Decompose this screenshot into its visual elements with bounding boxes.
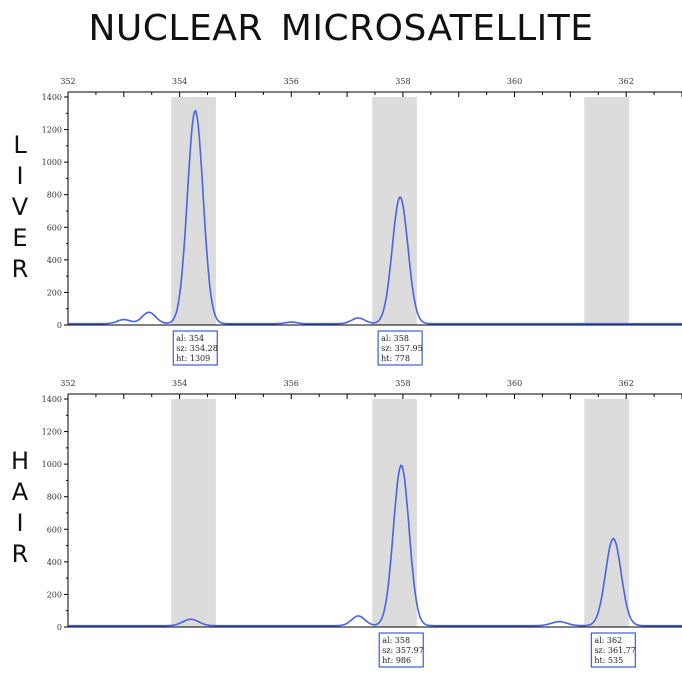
peak-label-text: al: 358	[382, 636, 410, 645]
y-tick-label: 400	[47, 558, 62, 567]
allele-bin	[171, 399, 216, 627]
y-tick-label: 800	[47, 493, 62, 502]
peak-label-text: ht: 986	[382, 656, 411, 665]
hair-panel: 352 354 356 358 360 362 0 200 400 600 800 1000 1200 1…	[42, 379, 682, 668]
y-tick-label: 400	[47, 256, 62, 265]
peak-label-text: al: 354	[176, 334, 204, 343]
hair-label-letter: R	[11, 540, 29, 568]
hair-label-letter: H	[10, 447, 30, 475]
x-tick-label: 354	[172, 379, 187, 388]
peak-label-text: ht: 778	[381, 354, 410, 363]
x-tick-label: 360	[507, 379, 522, 388]
x-tick-label: 362	[619, 77, 634, 86]
liver-panel: 352 354 356 358 360 362 0 200 400 600 800 1000 1200 1…	[42, 77, 682, 366]
y-tick-label: 1000	[42, 460, 62, 469]
x-tick-label: 358	[395, 379, 410, 388]
hair-row-label: H A I R	[8, 446, 32, 570]
x-tick-label: 354	[172, 77, 187, 86]
peak-label-text: al: 358	[381, 334, 409, 343]
y-tick-label: 800	[47, 191, 62, 200]
x-tick-label: 360	[507, 77, 522, 86]
peak-label-text: ht: 1309	[176, 354, 210, 363]
x-tick-label: 358	[395, 77, 410, 86]
y-tick-label: 1200	[42, 126, 62, 135]
peak-label-border	[378, 632, 424, 668]
peak-label-border	[377, 330, 423, 366]
x-tick-label: 356	[284, 379, 299, 388]
x-tick-label: 362	[619, 379, 634, 388]
allele-bin	[584, 399, 629, 627]
liver-label-letter: I	[16, 162, 24, 190]
y-tick-label: 0	[57, 321, 62, 330]
liver-row-label: L I V E R	[8, 130, 32, 285]
y-tick-label: 200	[47, 288, 62, 297]
chart-title: NUCLEAR MICROSATELLITE	[88, 8, 594, 49]
y-tick-label: 600	[47, 525, 62, 534]
peak-label-text: sz: 361.77	[594, 646, 636, 655]
hair-label-letter: A	[11, 478, 29, 506]
peak-label-border	[172, 330, 218, 366]
allele-bin	[372, 97, 417, 325]
peak-label-text: sz: 357.95	[381, 344, 423, 353]
peak-label-text: al: 362	[594, 636, 622, 645]
y-tick-label: 1000	[42, 158, 62, 167]
hair-label-letter: I	[16, 509, 24, 537]
x-tick-label: 352	[60, 379, 75, 388]
hair-trace-line	[68, 464, 682, 627]
y-tick-label: 200	[47, 590, 62, 599]
liver-label-letter: L	[13, 131, 27, 159]
y-tick-label: 0	[57, 623, 62, 632]
liver-trace-line	[68, 109, 682, 325]
y-tick-label: 1400	[42, 93, 62, 102]
peak-label-text: sz: 354.28	[176, 344, 218, 353]
y-tick-label: 1200	[42, 428, 62, 437]
peak-label-text: sz: 357.97	[382, 646, 424, 655]
x-tick-label: 356	[284, 77, 299, 86]
liver-label-letter: E	[12, 224, 28, 252]
allele-bin	[584, 97, 629, 325]
liver-label-letter: R	[11, 255, 29, 283]
liver-label-letter: V	[11, 193, 29, 221]
x-tick-label: 352	[60, 77, 75, 86]
y-tick-label: 600	[47, 223, 62, 232]
peak-label-text: ht: 535	[594, 656, 623, 665]
peak-label-border	[590, 632, 636, 668]
allele-bin	[171, 97, 216, 325]
y-tick-label: 1400	[42, 395, 62, 404]
